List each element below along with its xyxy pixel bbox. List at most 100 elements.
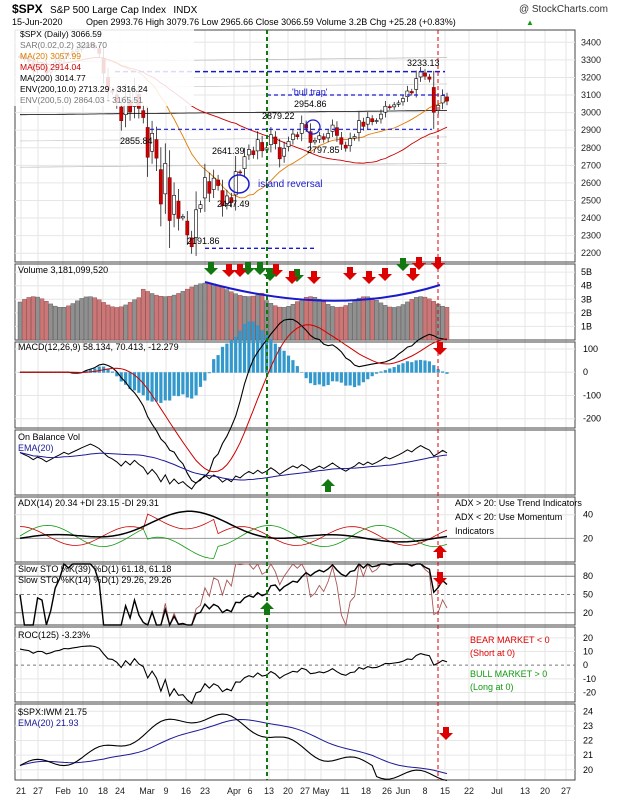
macd-tick-label: -200: [583, 414, 601, 424]
red-arrow-icon: [433, 572, 447, 585]
volume-bar: [334, 307, 340, 341]
macd-histogram-bar: [352, 372, 357, 388]
price-tick-label: 2200: [581, 248, 601, 258]
candle: [269, 134, 273, 145]
macd-histogram-bar: [97, 366, 101, 373]
red-arrow-icon: [362, 271, 376, 284]
volume-bar: [347, 302, 353, 341]
candle: [343, 144, 348, 149]
candle: [383, 105, 388, 113]
volume-bar: [158, 296, 164, 341]
macd-histogram-bar: [256, 325, 260, 373]
env5-lower-line: [19, 136, 448, 142]
price-label-2447: 2447.49: [217, 199, 250, 209]
price-tick-label: 2800: [581, 143, 601, 153]
macd-tick-label: 100: [583, 344, 598, 354]
macd-histogram-bar: [348, 372, 352, 386]
macd-histogram-bar: [93, 368, 97, 373]
volume-bar: [374, 299, 379, 341]
candle: [282, 147, 287, 157]
macd-histogram-bar: [410, 362, 414, 373]
volume-bar: [202, 282, 208, 341]
candle: [119, 106, 124, 121]
volume-bar: [101, 302, 106, 341]
xaxis-tick-label: 15: [440, 786, 450, 796]
bear-market-note: BEAR MARKET < 0: [470, 635, 550, 645]
volume-bar: [343, 305, 348, 341]
red-arrow-icon: [343, 267, 357, 280]
volume-bar: [105, 304, 111, 341]
macd-histogram-bar: [194, 372, 198, 396]
volume-bar: [400, 304, 406, 341]
candle: [414, 78, 419, 90]
volume-bar: [35, 296, 40, 341]
candle: [163, 163, 168, 195]
candle: [145, 127, 150, 158]
macd-histogram-bar: [326, 372, 330, 386]
green-arrow-icon: [204, 262, 218, 275]
macd-histogram-bar: [225, 343, 229, 373]
macd-histogram-bar: [260, 330, 264, 373]
exchange: INDX: [173, 5, 197, 16]
candle: [233, 171, 238, 196]
volume-bar: [22, 299, 27, 341]
xaxis-tick-label: 24: [115, 786, 125, 796]
macd-histogram-bar: [198, 372, 203, 387]
volume-bar: [369, 297, 375, 341]
volume-bar: [299, 298, 304, 341]
red-arrow-icon: [307, 271, 321, 284]
macd-histogram-bar: [344, 372, 348, 386]
price-tick-label: 2600: [581, 178, 601, 188]
candle: [335, 127, 339, 136]
xaxis-tick-label: 9: [163, 786, 168, 796]
red-arrow-icon: [439, 727, 453, 740]
macd-histogram-bar: [251, 321, 255, 373]
macd-histogram-bar: [335, 372, 339, 382]
macd-histogram-bar: [159, 372, 163, 403]
sto-legend-2: Slow STO %K(14) %D(1) 29.26, 29.26: [18, 575, 171, 585]
green-arrow-icon: [241, 262, 255, 275]
volume-bar: [391, 307, 397, 341]
volume-bar: [422, 296, 428, 341]
candle: [154, 139, 159, 159]
candle: [361, 121, 366, 127]
adx-note-2: ADX < 20: Use Momentum: [455, 512, 562, 522]
xaxis-tick-label: 18: [361, 786, 371, 796]
indicator-panels: [17, 282, 450, 782]
volume-bar: [211, 283, 216, 341]
macd-histogram-bar: [304, 372, 308, 379]
macd-histogram-bar: [132, 372, 137, 391]
price-label-2879: 2879.22: [262, 111, 295, 121]
volume-bar: [92, 297, 98, 341]
price-tick-label: 3300: [581, 55, 601, 65]
macd-histogram-bar: [154, 372, 159, 402]
price-tick-label: 2900: [581, 125, 601, 135]
obv-ema-line: [19, 452, 448, 481]
xaxis-tick-label: 23: [200, 786, 210, 796]
price-tick-label: 3000: [581, 108, 601, 118]
candle: [172, 195, 176, 215]
candle: [392, 104, 397, 108]
volume-bar: [378, 302, 384, 341]
volume-bar: [31, 296, 36, 341]
volume-bar: [281, 307, 287, 341]
volume-tick-label: 4B: [581, 281, 592, 291]
obv-legend: On Balance Vol: [18, 432, 80, 442]
volume-bar: [167, 295, 172, 341]
macd-histogram-bar: [432, 365, 436, 373]
red-arrow-icon: [433, 342, 447, 355]
macd-histogram-bar: [172, 372, 176, 396]
xaxis-tick-label: 10: [78, 786, 88, 796]
bull-trap-label: 'bull trap': [292, 87, 328, 97]
roc-legend: ROC(125) -3.23%: [18, 630, 90, 640]
bull-market-sub: (Long at 0): [470, 682, 514, 692]
volume-tick-label: 1B: [581, 321, 592, 331]
candle: [242, 156, 247, 169]
macd-histogram-bar: [124, 372, 128, 385]
price-tick-label: 2300: [581, 231, 601, 241]
island-reversal-label: island reversal: [258, 179, 322, 190]
ratio-tick-label: 20: [583, 765, 593, 775]
macd-histogram-bar: [146, 372, 150, 401]
volume-bar: [431, 301, 436, 341]
ma200-line: [20, 110, 447, 116]
